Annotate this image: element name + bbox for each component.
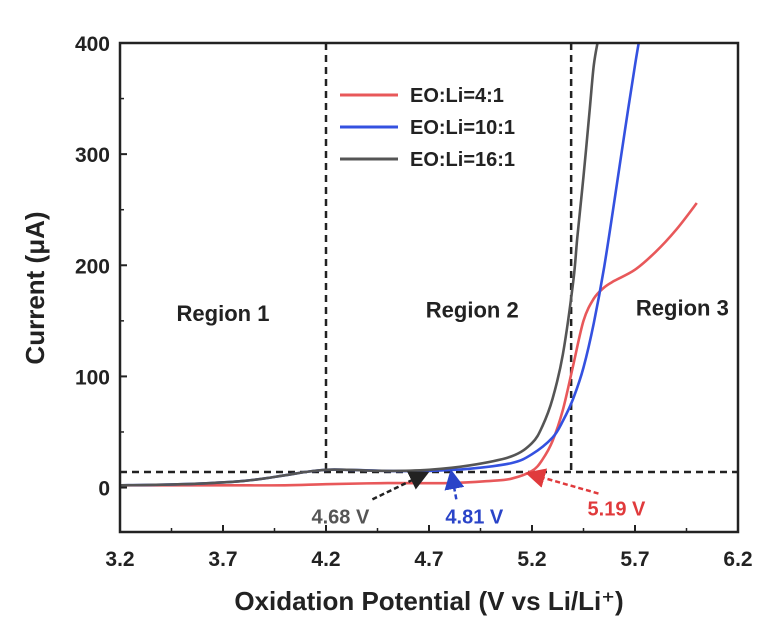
annotation-arrow — [444, 469, 465, 500]
annotation-arrow — [525, 468, 599, 495]
series-line-3 — [120, 43, 599, 487]
legend-label: EO:Li=16:1 — [410, 149, 515, 171]
x-tick-label: 3.2 — [105, 548, 134, 571]
annotation-label: 5.19 V — [588, 499, 646, 521]
y-tick-label: 300 — [75, 144, 110, 167]
y-axis-title: Current (μA) — [20, 211, 50, 364]
x-tick-label: 5.2 — [517, 548, 546, 571]
x-axis-title: Oxidation Potential (V vs Li/Li⁺) — [234, 586, 623, 616]
legend-label: EO:Li=10:1 — [410, 117, 515, 139]
x-tick-label: 6.2 — [723, 548, 752, 571]
region-label-2: Region 2 — [426, 298, 519, 323]
annotation-label: 4.81 V — [445, 506, 503, 528]
axis-ticks: 3.2 3.7 4.2 4.7 5.2 5.7 6.2 0 100 200 300 400 — [75, 33, 753, 571]
annotation-label: 4.68 V — [312, 506, 370, 528]
y-tick-label: 200 — [75, 255, 110, 278]
region-labels: Region 1 Region 2 Region 3 — [177, 295, 729, 326]
x-tick-label: 3.7 — [208, 548, 237, 571]
x-tick-label: 4.2 — [311, 548, 340, 571]
legend: EO:Li=4:1 EO:Li=10:1 EO:Li=16:1 — [340, 85, 515, 171]
y-tick-label: 0 — [98, 478, 110, 501]
annotation-arrow — [371, 471, 430, 501]
y-tick-label: 400 — [75, 33, 110, 56]
x-tick-label: 4.7 — [414, 548, 443, 571]
series-line-1 — [120, 202, 698, 487]
threshold-annotations: 4.68 V 4.81 V 5.19 V — [312, 468, 646, 528]
region-label-1: Region 1 — [177, 301, 270, 326]
reference-lines — [120, 43, 738, 474]
legend-label: EO:Li=4:1 — [410, 85, 504, 107]
y-tick-label: 100 — [75, 366, 110, 389]
region-label-3: Region 3 — [636, 295, 729, 320]
x-tick-label: 5.7 — [620, 548, 649, 571]
series-layer — [120, 43, 698, 487]
